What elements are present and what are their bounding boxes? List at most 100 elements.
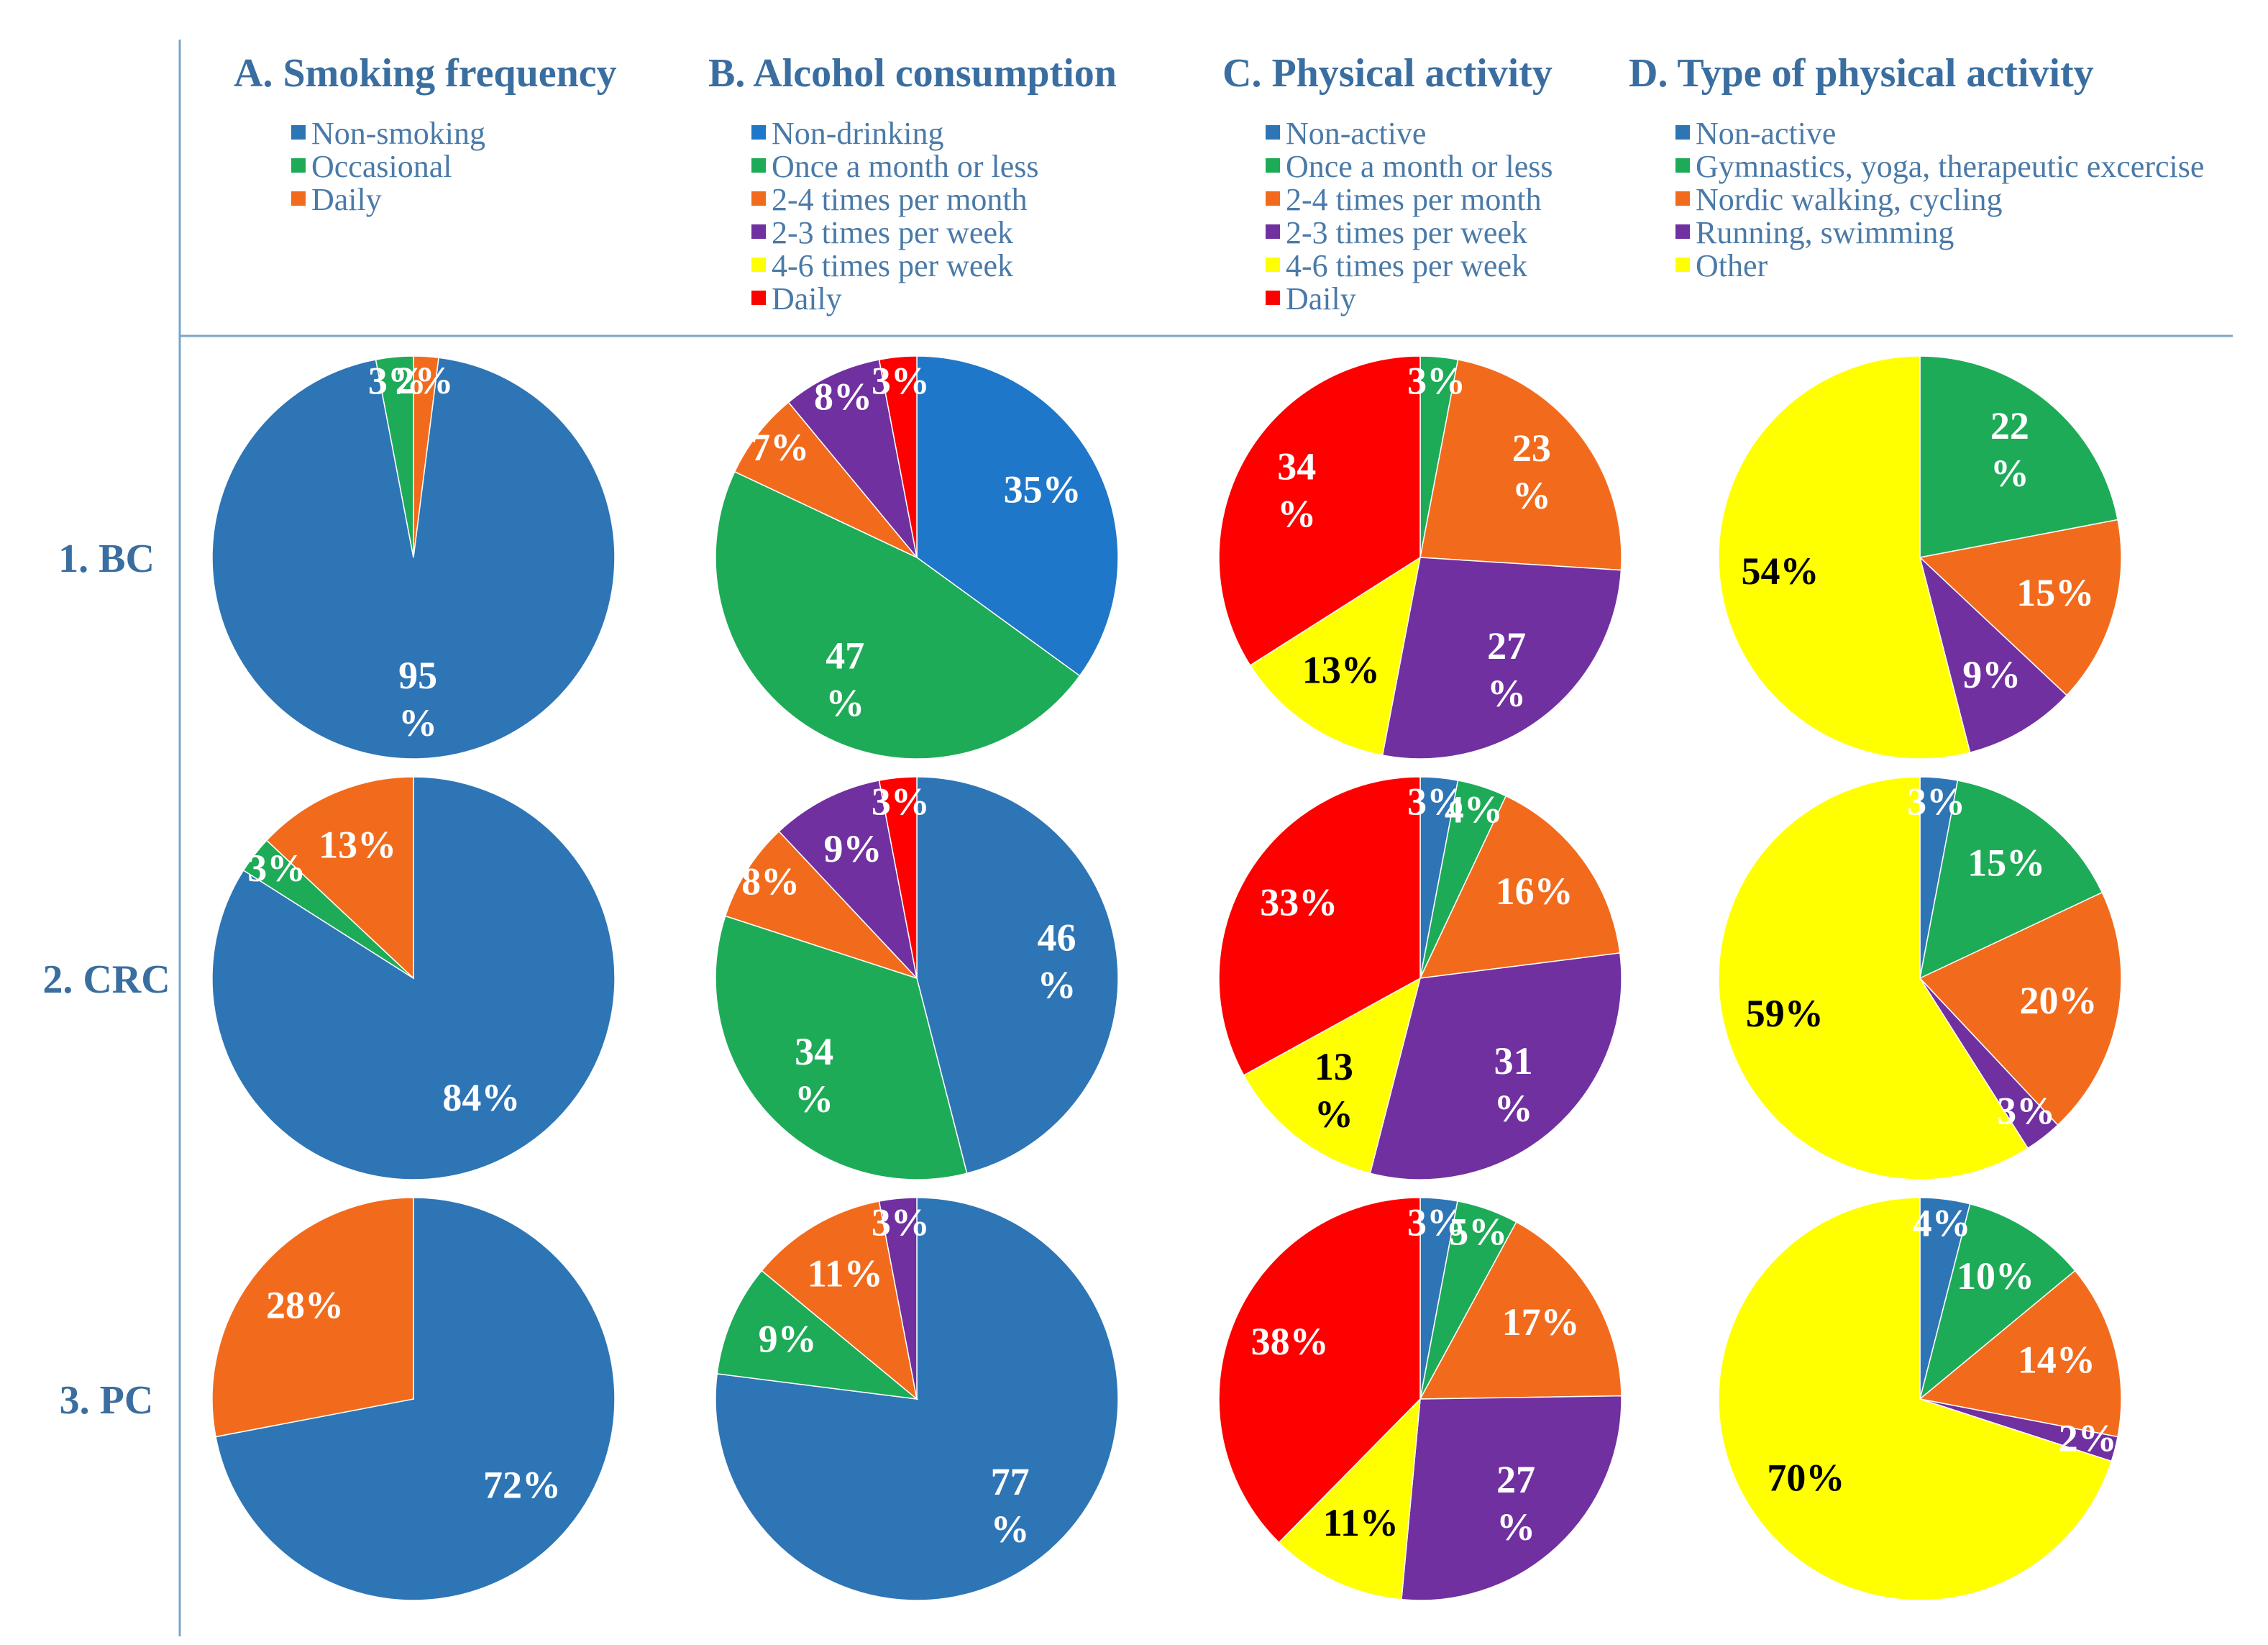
pie-label-d-type-of-physical-activity-3-pc-nordic-walking-cycling: 14% [2018, 1339, 2095, 1382]
pie-label-a-smoking-frequency-1-bc-non-smoking: 95% [398, 654, 437, 744]
pie-slice-a-smoking-frequency-3-pc-non-smoking [215, 1197, 616, 1601]
pie-label-b-alcohol-consumption-2-crc-non-drinking: 46% [1037, 916, 1076, 1006]
pie-slice-c-physical-activity-1-bc-2-4-times-per-month [1419, 359, 1622, 571]
pie-label-d-type-of-physical-activity-1-bc-running-swimming: 9% [1962, 653, 2021, 696]
pie-slice-b-alcohol-consumption-1-bc-daily [878, 355, 918, 558]
pie-label-c-physical-activity-3-pc-2-3-times-per-week: 27% [1496, 1458, 1535, 1549]
pie-slice-c-physical-activity-1-bc-4-6-times-per-week [1249, 556, 1422, 756]
legend-swatch-daily [751, 291, 766, 305]
pie-slice-c-physical-activity-1-bc-daily [1218, 355, 1421, 667]
legend-swatch-non-active [1675, 125, 1690, 140]
pie-slice-b-alcohol-consumption-3-pc-2-4-times-per-month [761, 1200, 918, 1400]
pie-label-d-type-of-physical-activity-2-crc-gymnastics-yoga-therapeutic-excercise: 15% [1967, 842, 2045, 885]
row-label-2-crc: 2. CRC [42, 957, 170, 1002]
pie-slice-c-physical-activity-3-pc-2-4-times-per-month [1419, 1221, 1622, 1400]
pie-slice-d-type-of-physical-activity-2-crc-gymnastics-yoga-therapeutic-excercise [1919, 780, 2103, 980]
pie-label-a-smoking-frequency-2-crc-non-smoking: 84% [442, 1076, 520, 1119]
legend-swatch-daily [291, 191, 306, 206]
pie-label-c-physical-activity-1-bc-2-3-times-per-week: 27% [1487, 624, 1526, 715]
pie-label-b-alcohol-consumption-3-pc-once-a-month-or-less: 9% [759, 1318, 817, 1361]
pie-slice-d-type-of-physical-activity-3-pc-gymnastics-yoga-therapeutic-excercise [1919, 1203, 2076, 1401]
pie-slice-d-type-of-physical-activity-2-crc-nordic-walking-cycling [1919, 891, 2122, 1126]
legend-swatch-non-drinking [751, 125, 766, 140]
pie-label-c-physical-activity-3-pc-2-4-times-per-month: 17% [1502, 1300, 1580, 1344]
legend-label-non-active: Non-active [1696, 116, 1836, 151]
legend-label-2-3-times-per-week: 2-3 times per week [772, 215, 1013, 250]
pie-slice-b-alcohol-consumption-2-crc-daily [878, 776, 918, 979]
pie-label-d-type-of-physical-activity-3-pc-other: 70% [1767, 1457, 1844, 1500]
pie-label-d-type-of-physical-activity-1-bc-other: 54% [1742, 550, 1819, 593]
legend-swatch-gymnastics-yoga-therapeutic-excercise [1675, 158, 1690, 173]
pie-label-c-physical-activity-2-crc-2-4-times-per-month: 16% [1496, 870, 1573, 913]
chart-title-c-physical-activity: C. Physical activity [1222, 51, 1553, 96]
pie-label-b-alcohol-consumption-3-pc-2-4-times-per-month: 11% [808, 1252, 883, 1295]
pie-label-c-physical-activity-3-pc-non-active: 3% [1407, 1201, 1465, 1244]
header-layer: A. Smoking frequency Non-smokingOccasiona… [234, 51, 2204, 316]
legend-label-2-4-times-per-month: 2-4 times per month [772, 182, 1028, 217]
pie-slice-b-alcohol-consumption-1-bc-2-3-times-per-week [787, 359, 918, 558]
pie-slice-a-smoking-frequency-2-crc-daily [265, 776, 414, 980]
pie-label-b-alcohol-consumption-3-pc-non-drinking: 77% [991, 1460, 1030, 1551]
pie-slice-c-physical-activity-2-crc-2-3-times-per-week [1369, 952, 1622, 1180]
legend-swatch-2-4-times-per-month [751, 191, 766, 206]
pie-label-c-physical-activity-2-crc-once-a-month-or-less: 4% [1445, 788, 1503, 831]
legend-swatch-2-4-times-per-month [1266, 191, 1280, 206]
pie-label-d-type-of-physical-activity-2-crc-nordic-walking-cycling: 20% [2020, 979, 2098, 1022]
legend-swatch-2-3-times-per-week [1266, 224, 1280, 239]
pie-label-a-smoking-frequency-3-pc-non-smoking: 72% [483, 1463, 561, 1506]
pie-label-b-alcohol-consumption-1-bc-non-drinking: 35% [1004, 468, 1082, 511]
legend-label-nordic-walking-cycling: Nordic walking, cycling [1696, 182, 2002, 217]
pie-label-b-alcohol-consumption-1-bc-2-4-times-per-month: 7% [751, 426, 809, 469]
legend-swatch-daily [1266, 291, 1280, 305]
legend-swatch-2-3-times-per-week [751, 224, 766, 239]
legend-swatch-occasional [291, 158, 306, 173]
pie-label-c-physical-activity-3-pc-daily: 38% [1251, 1320, 1329, 1363]
legend-label-2-3-times-per-week: 2-3 times per week [1286, 215, 1527, 250]
pie-label-d-type-of-physical-activity-2-crc-non-active: 3% [1907, 780, 1965, 824]
legend-label-4-6-times-per-week: 4-6 times per week [772, 248, 1013, 283]
pie-label-a-smoking-frequency-2-crc-occasional: 3% [247, 847, 306, 890]
pie-label-b-alcohol-consumption-1-bc-daily: 3% [872, 360, 930, 403]
pie-slice-b-alcohol-consumption-3-pc-2-3-times-per-week [878, 1197, 918, 1400]
pie-slice-b-alcohol-consumption-3-pc-once-a-month-or-less [716, 1270, 919, 1400]
legend-swatch-non-smoking [291, 125, 306, 140]
legend-label-once-a-month-or-less: Once a month or less [772, 149, 1038, 184]
legend-label-daily: Daily [772, 281, 842, 316]
pie-label-d-type-of-physical-activity-3-pc-running-swimming: 2% [2059, 1416, 2117, 1459]
legend-label-non-active: Non-active [1286, 116, 1426, 151]
pie-label-a-smoking-frequency-1-bc-occasional: 3% [368, 360, 426, 403]
chart-title-a-smoking-frequency: A. Smoking frequency [234, 51, 617, 96]
pie-slice-b-alcohol-consumption-1-bc-2-4-times-per-month [733, 401, 918, 558]
pie-label-b-alcohol-consumption-2-crc-once-a-month-or-less: 34% [795, 1030, 833, 1121]
pie-label-c-physical-activity-2-crc-daily: 33% [1260, 881, 1338, 924]
pie-slice-d-type-of-physical-activity-3-pc-nordic-walking-cycling [1919, 1270, 2122, 1438]
pie-slice-b-alcohol-consumption-1-bc-non-drinking [916, 355, 1119, 677]
pie-label-c-physical-activity-1-bc-daily: 34% [1277, 445, 1316, 536]
legend-label-2-4-times-per-month: 2-4 times per month [1286, 182, 1542, 217]
pie-layer [211, 355, 2122, 1601]
pie-label-d-type-of-physical-activity-2-crc-other: 59% [1746, 992, 1824, 1035]
pie-label-c-physical-activity-1-bc-once-a-month-or-less: 3% [1407, 360, 1465, 403]
pie-label-b-alcohol-consumption-2-crc-2-4-times-per-month: 8% [741, 860, 800, 903]
row-label-layer: 1. BC 2. CRC 3. PC [42, 537, 170, 1423]
pie-slice-c-physical-activity-3-pc-daily [1218, 1197, 1421, 1544]
pie-label-a-smoking-frequency-3-pc-daily: 28% [266, 1283, 344, 1326]
legend-swatch-non-active [1266, 125, 1280, 140]
pie-label-c-physical-activity-1-bc-2-4-times-per-month: 23% [1512, 427, 1551, 517]
row-label-1-bc: 1. BC [58, 537, 155, 581]
legend-swatch-once-a-month-or-less [1266, 158, 1280, 173]
pie-label-b-alcohol-consumption-2-crc-daily: 3% [872, 780, 930, 824]
legend-swatch-running-swimming [1675, 224, 1690, 239]
chart-title-b-alcohol-consumption: B. Alcohol consumption [708, 51, 1117, 96]
pie-slice-b-alcohol-consumption-2-crc-non-drinking [916, 776, 1119, 1175]
pie-slice-d-type-of-physical-activity-1-bc-other [1718, 355, 1971, 760]
legend-label-once-a-month-or-less: Once a month or less [1286, 149, 1553, 184]
pie-label-c-physical-activity-1-bc-4-6-times-per-week: 13% [1302, 648, 1380, 691]
legend-label-gymnastics-yoga-therapeutic-excercise: Gymnastics, yoga, therapeutic excercise [1696, 149, 2204, 184]
pie-slice-c-physical-activity-1-bc-2-3-times-per-week [1381, 557, 1622, 760]
pie-slice-d-type-of-physical-activity-3-pc-other [1718, 1197, 2113, 1601]
pie-slice-c-physical-activity-2-crc-daily [1218, 776, 1421, 1076]
pie-label-a-smoking-frequency-1-bc-daily: 2% [395, 359, 454, 402]
pie-label-b-alcohol-consumption-1-bc-once-a-month-or-less: 47% [826, 634, 864, 725]
